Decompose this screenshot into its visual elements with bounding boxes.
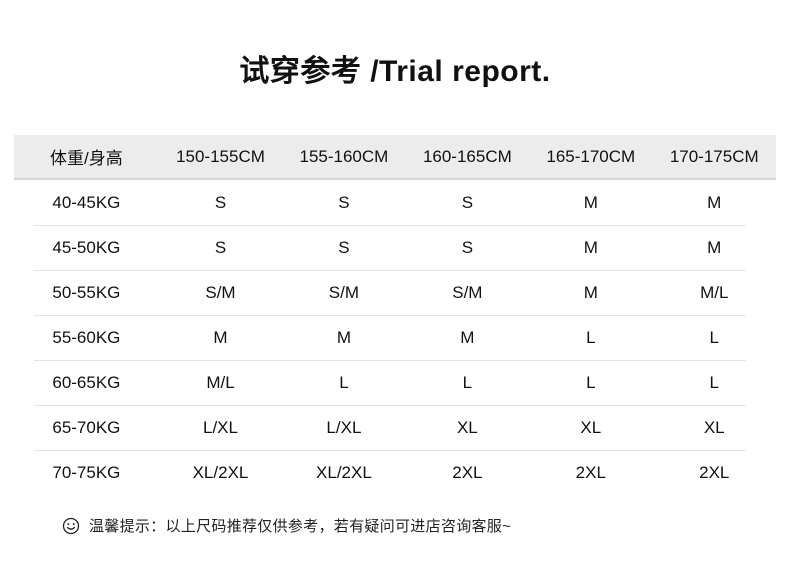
size-cell: S: [461, 237, 474, 257]
table-row: 60-65KG M/L L L L L: [14, 360, 776, 405]
size-cell: M: [336, 327, 351, 347]
weight-cell: 65-70KG: [52, 417, 121, 437]
size-cell: L: [709, 372, 719, 392]
size-cell: S: [338, 192, 350, 212]
footer-note: 温馨提示：以上尺码推荐仅供参考，若有疑问可进店咨询客服~: [62, 515, 790, 536]
size-cell: M: [583, 192, 598, 212]
smiley-icon: [62, 517, 80, 534]
weight-cell: 55-60KG: [52, 327, 121, 347]
size-cell: L/XL: [326, 417, 362, 437]
size-cell: S/M: [328, 282, 360, 302]
size-cell: S/M: [205, 282, 236, 302]
size-cell: M: [583, 237, 598, 257]
table-row: 45-50KG S S S M M: [14, 225, 776, 270]
size-cell: XL/2XL: [192, 462, 249, 482]
size-cell: L/XL: [202, 417, 238, 437]
size-cell: 2XL: [452, 462, 483, 482]
size-cell: M: [460, 327, 475, 347]
size-cell: L: [586, 372, 596, 392]
size-cell: L: [462, 372, 473, 392]
size-cell: XL/2XL: [316, 462, 372, 482]
table-row: 70-75KG XL/2XL XL/2XL 2XL 2XL 2XL: [14, 450, 776, 495]
header-cell-height-range: 150-155CM: [176, 146, 265, 166]
page-title: 试穿参考 /Trial report.: [239, 55, 551, 88]
table-body: 40-45KG S S S M M 45-50KG S S S M M 50-55KG S/M S/M S/M…: [14, 180, 776, 495]
size-cell: 2XL: [699, 462, 730, 482]
size-cell: M/L: [700, 282, 729, 302]
size-cell: M/L: [206, 372, 235, 392]
size-cell: M: [213, 327, 228, 347]
weight-cell: 45-50KG: [52, 237, 121, 257]
size-cell: S: [461, 192, 474, 212]
size-cell: M: [707, 192, 722, 212]
header-cell-height-range: 160-165CM: [422, 146, 512, 166]
weight-cell: 50-55KG: [52, 282, 121, 302]
size-cell: XL: [580, 417, 602, 437]
size-cell: 2XL: [575, 462, 606, 482]
size-cell: L: [586, 327, 596, 347]
weight-cell: 40-45KG: [52, 192, 121, 212]
header-cell-weight-height: 体重/身高: [50, 149, 123, 168]
table-row: 55-60KG M M M L L: [14, 315, 776, 360]
table-row: 40-45KG S S S M M: [14, 180, 776, 225]
size-cell: S: [214, 192, 227, 212]
header-cell-height-range: 170-175CM: [669, 146, 759, 166]
size-cell: L: [709, 327, 719, 347]
footer-note-text: 温馨提示：以上尺码推荐仅供参考，若有疑问可进店咨询客服~: [89, 518, 512, 535]
size-cell: S: [214, 237, 227, 257]
size-cell: S/M: [452, 282, 483, 302]
size-cell: M: [707, 237, 722, 257]
size-cell: XL: [703, 417, 725, 437]
size-cell: S: [338, 237, 350, 257]
size-cell: L: [339, 372, 349, 392]
table-header-row: 体重/身高 150-155CM 155-160CM 160-165CM 165-170C…: [14, 135, 776, 180]
size-table: 体重/身高 150-155CM 155-160CM 160-165CM 165-170C…: [14, 135, 776, 495]
header-cell-height-range: 165-170CM: [546, 146, 636, 166]
table-row: 65-70KG L/XL L/XL XL XL XL: [14, 405, 776, 450]
table-row: 50-55KG S/M S/M S/M M M/L: [14, 270, 776, 315]
header-cell-height-range: 155-160CM: [299, 146, 389, 166]
weight-cell: 70-75KG: [52, 462, 121, 482]
size-cell: M: [583, 282, 598, 302]
weight-cell: 60-65KG: [52, 372, 121, 392]
size-cell: XL: [456, 417, 478, 437]
